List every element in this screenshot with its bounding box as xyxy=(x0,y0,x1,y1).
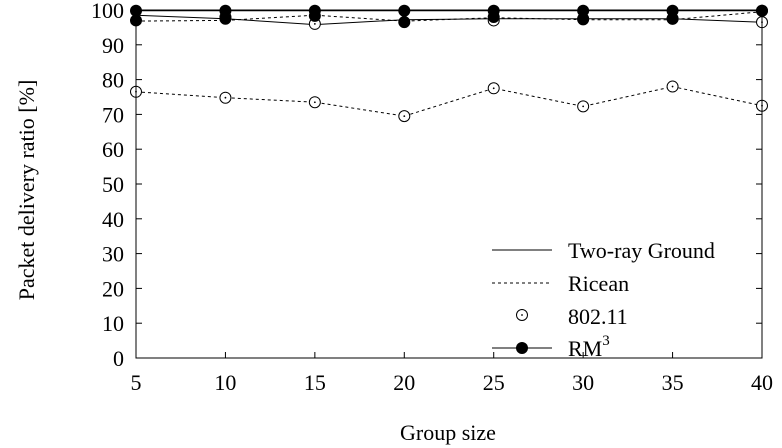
y-tick-label: 20 xyxy=(102,276,124,301)
point-center-802-11-ricean xyxy=(403,115,406,118)
point-center-802-11-ricean xyxy=(671,85,674,88)
y-tick-label: 10 xyxy=(102,311,124,336)
legend: Two-ray Ground Ricean 802.11 RM3 xyxy=(492,238,715,361)
y-tick-label: 80 xyxy=(102,68,124,93)
x-tick-label: 25 xyxy=(483,370,505,395)
x-tick-label: 30 xyxy=(572,370,594,395)
y-axis-label: Packet delivery ratio [%] xyxy=(14,80,39,301)
point-rm3-ricean xyxy=(219,12,232,25)
x-tick-label: 35 xyxy=(662,370,684,395)
point-center-802-11-ricean xyxy=(492,87,495,90)
y-tick-label: 90 xyxy=(102,33,124,58)
legend-marker-802-11-dot xyxy=(521,314,523,316)
series-line-802-11-ricean xyxy=(135,86,763,117)
legend-marker-rm3 xyxy=(516,342,528,354)
point-rm3-ricean xyxy=(487,10,500,23)
plot-frame xyxy=(135,9,763,359)
axes: 5 10 15 20 25 30 35 40 0 10 20 30 40 50 60 70 80 90 100 xyxy=(91,0,773,395)
legend-label-two-ray: Two-ray Ground xyxy=(568,238,715,263)
x-tick-label: 15 xyxy=(304,370,326,395)
x-axis-label: Group size xyxy=(400,420,496,445)
point-center-802-11-ricean xyxy=(582,105,585,108)
point-rm3-ricean xyxy=(577,13,590,26)
plot-marks xyxy=(130,4,768,123)
legend-label-ricean: Ricean xyxy=(568,271,629,296)
legend-label-rm3-base: RM xyxy=(568,336,602,361)
point-center-802-11-two-ray-ground xyxy=(313,23,316,25)
point-center-802-11-ricean xyxy=(313,101,316,104)
x-tick-label: 5 xyxy=(131,370,142,395)
y-tick-label: 0 xyxy=(113,346,124,371)
point-rm3-ricean xyxy=(666,12,679,25)
y-tick-label: 50 xyxy=(102,172,124,197)
point-center-802-11-ricean xyxy=(224,96,227,99)
x-tick-label: 40 xyxy=(751,370,773,395)
y-tick-label: 40 xyxy=(102,207,124,232)
y-tick-label: 70 xyxy=(102,102,124,127)
legend-label-rm3: RM3 xyxy=(568,333,610,361)
y-tick-label: 60 xyxy=(102,137,124,162)
legend-label-802-11: 802.11 xyxy=(568,304,628,329)
x-tick-label: 10 xyxy=(214,370,236,395)
y-tick-label: 30 xyxy=(102,242,124,267)
legend-label-rm3-sup: 3 xyxy=(602,333,610,349)
point-rm3-ricean xyxy=(398,16,411,29)
x-tick-label: 20 xyxy=(393,370,415,395)
y-tick-label: 100 xyxy=(91,0,124,23)
series-line-ricean xyxy=(135,11,763,22)
